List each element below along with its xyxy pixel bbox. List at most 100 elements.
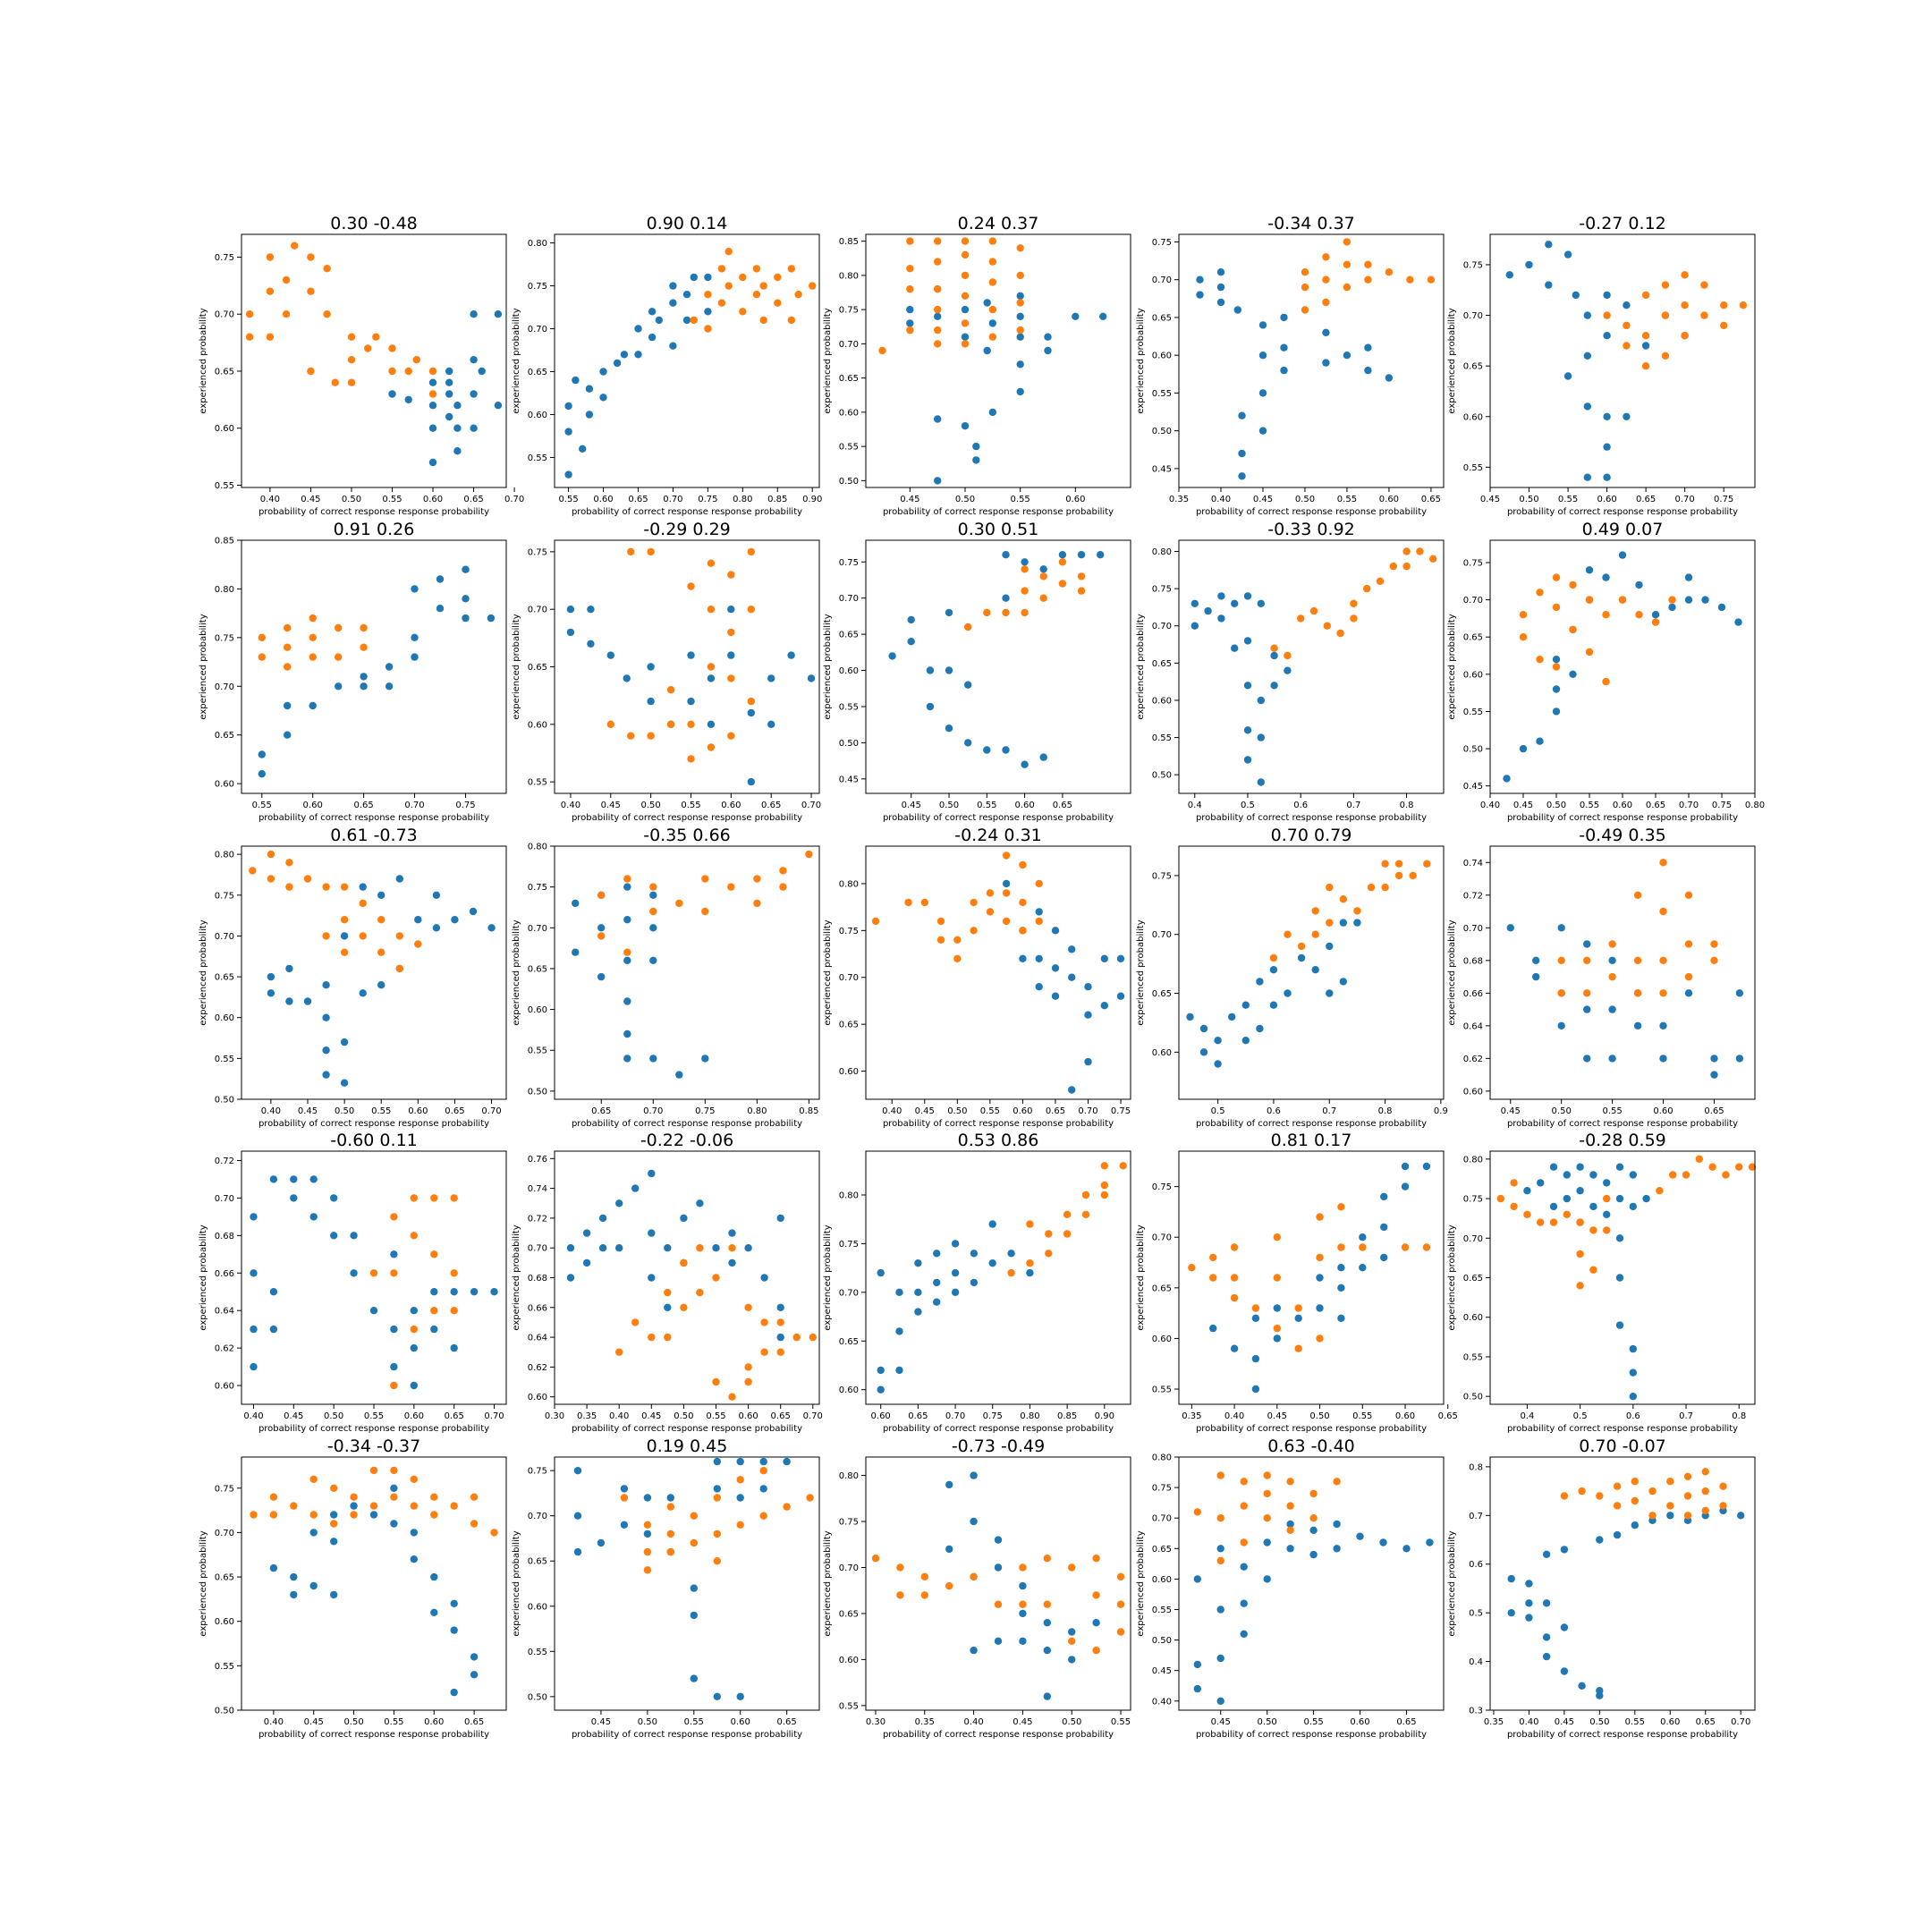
y-tick-label: 0.60 [528,411,547,420]
x-tick-label: 0.75 [1714,495,1733,504]
orange-point [1323,622,1332,630]
blue-point [579,445,587,453]
scatter-panel-12: 0.65 0.70 0.75 0.80 0.85 0.50 0.55 0.60 0.65 0.70… [512,826,820,1129]
x-tick-label: 0.45 [1267,1411,1287,1421]
orange-point [1656,1187,1664,1195]
scatter-panel-5: 0.45 0.50 0.55 0.60 0.65 0.70 0.75 0.55 0.60 0.65… [1447,214,1756,517]
orange-point [1603,1194,1611,1203]
x-tick-label: 0.55 [1352,1411,1372,1421]
blue-point [258,770,266,778]
orange-point [1311,907,1319,915]
blue-point [250,1269,258,1277]
blue-point [335,682,343,691]
x-tick-label: 0.70 [1679,801,1699,810]
blue-point [430,1572,438,1581]
blue-point [1563,250,1572,258]
x-tick-label: 0.45 [902,801,921,810]
panel-title: 0.70 -0.07 [1579,1436,1666,1456]
orange-point [1116,1628,1125,1636]
blue-point [1651,611,1660,619]
blue-point [599,368,607,376]
y-tick-label: 0.80 [215,585,234,595]
x-tick-label: 0.65 [1636,495,1656,504]
orange-point [1385,268,1394,276]
orange-point [1613,1502,1622,1510]
blue-point [1532,972,1540,981]
orange-point [430,1493,438,1501]
orange-point [1216,1514,1224,1522]
orange-point [330,1484,338,1493]
blue-point [1615,1234,1624,1242]
blue-point [1240,1630,1248,1639]
y-axis-label: experienced probability [1447,919,1457,1025]
blue-point [450,1343,458,1352]
blue-point [322,1071,330,1079]
orange-point [805,850,813,859]
orange-point [1021,565,1029,573]
blue-point [1026,1268,1034,1277]
orange-point [245,310,254,318]
orange-point [1270,644,1278,652]
blue-point [675,1071,683,1079]
x-tick-label: 0.5 [1573,1411,1588,1421]
x-tick-label: 0.5 [1211,1106,1225,1116]
y-tick-label: 0.55 [528,1046,547,1056]
blue-point [1002,879,1011,888]
blue-point [1735,989,1744,997]
panel-title: -0.34 -0.37 [327,1436,420,1456]
orange-point [360,643,368,651]
orange-point [1585,648,1594,657]
blue-point [736,1494,744,1502]
x-tick-label: 0.55 [252,801,272,810]
orange-point [696,1288,704,1297]
y-tick-label: 0.70 [1463,596,1483,606]
x-tick-label: 0.80 [1020,1411,1039,1421]
orange-point [1552,603,1561,612]
blue-point [1191,599,1199,607]
orange-point [1216,1471,1224,1479]
blue-point [664,1244,672,1252]
blue-point [470,424,478,432]
blue-point [1603,1210,1611,1219]
orange-point [1002,889,1011,897]
orange-point [330,1520,338,1528]
blue-point [597,972,606,981]
blue-point [404,395,412,403]
x-tick-label: 0.50 [1295,495,1315,504]
x-tick-label: 0.50 [324,1411,343,1421]
blue-point [744,1244,752,1252]
y-tick-label: 0.7 [1469,1512,1483,1521]
blue-point [411,633,419,641]
blue-point [1228,1013,1236,1021]
x-tick-label: 0.65 [771,1411,791,1421]
y-tick-label: 0.50 [1152,427,1172,436]
y-axis-label: experienced probability [512,614,521,719]
orange-point [322,932,330,940]
blue-point [713,1457,721,1466]
orange-point [1623,342,1631,350]
blue-point [1525,260,1533,269]
blue-point [1583,1055,1591,1063]
y-tick-label: 0.75 [1152,238,1172,248]
blue-point [450,1688,458,1697]
orange-point [739,273,747,282]
orange-point [752,291,761,299]
panel-title: -0.60 0.11 [330,1131,418,1150]
orange-point [647,547,655,556]
axes-frame [1489,233,1756,488]
orange-point [1633,989,1642,997]
orange-point [961,340,970,348]
orange-point [1309,1514,1318,1522]
blue-point [613,359,622,368]
blue-point [964,739,972,747]
blue-point [470,310,478,318]
orange-point [1077,572,1086,580]
blue-point [1615,1274,1624,1282]
blue-point [1359,1264,1367,1272]
blue-point [1216,283,1225,292]
x-tick-label: 0.65 [1704,1106,1724,1116]
orange-point [1322,298,1330,307]
orange-point [1633,956,1642,965]
y-tick-label: 0.60 [1152,1335,1172,1344]
blue-point [1401,1182,1410,1191]
